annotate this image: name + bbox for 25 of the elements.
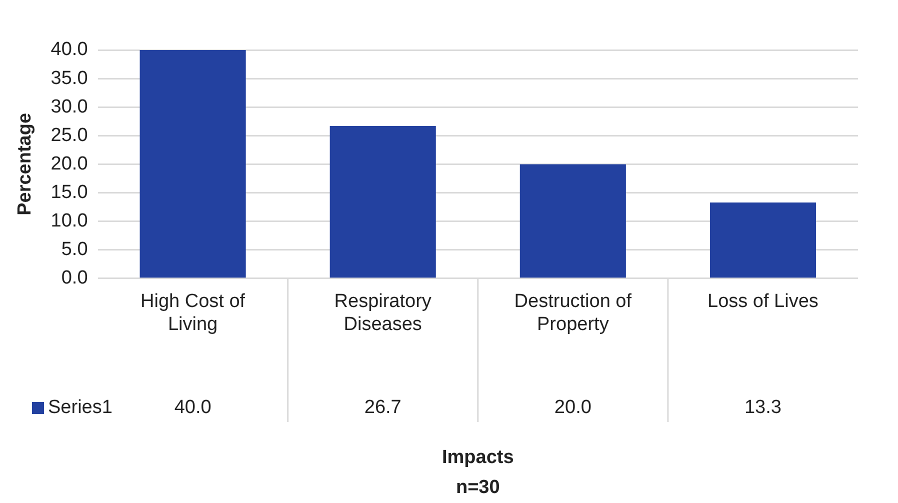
x-tick-label: Loss of Lives bbox=[708, 291, 818, 312]
y-tick-label: 20.0 bbox=[50, 153, 88, 174]
y-tick-label: 0.0 bbox=[61, 268, 88, 289]
bar bbox=[710, 202, 816, 278]
data-label: 26.7 bbox=[364, 397, 402, 418]
y-tick-label: 30.0 bbox=[50, 96, 88, 118]
y-axis-title: Percentage bbox=[14, 112, 36, 216]
x-tick-label: High Cost of Living bbox=[140, 291, 246, 335]
legend-label: Series1 bbox=[48, 397, 112, 418]
x-tick-label: Respiratory Diseases bbox=[334, 291, 432, 335]
bar bbox=[140, 50, 246, 278]
y-tick-label: 5.0 bbox=[61, 239, 88, 260]
bar bbox=[330, 126, 436, 278]
text: n=30 bbox=[456, 477, 500, 498]
y-tick-label: 10.0 bbox=[50, 210, 88, 232]
y-tick-label: 15.0 bbox=[50, 182, 88, 203]
bar bbox=[520, 164, 626, 278]
y-tick-label: 25.0 bbox=[50, 124, 88, 146]
data-label: 20.0 bbox=[554, 397, 592, 418]
data-label: 13.3 bbox=[744, 397, 782, 418]
data-label: 40.0 bbox=[174, 397, 212, 418]
y-tick-label: 40.0 bbox=[50, 39, 88, 60]
text: Impacts bbox=[442, 447, 514, 468]
x-tick-label: Destruction of Property bbox=[514, 291, 632, 335]
y-tick-label: 35.0 bbox=[50, 68, 88, 89]
